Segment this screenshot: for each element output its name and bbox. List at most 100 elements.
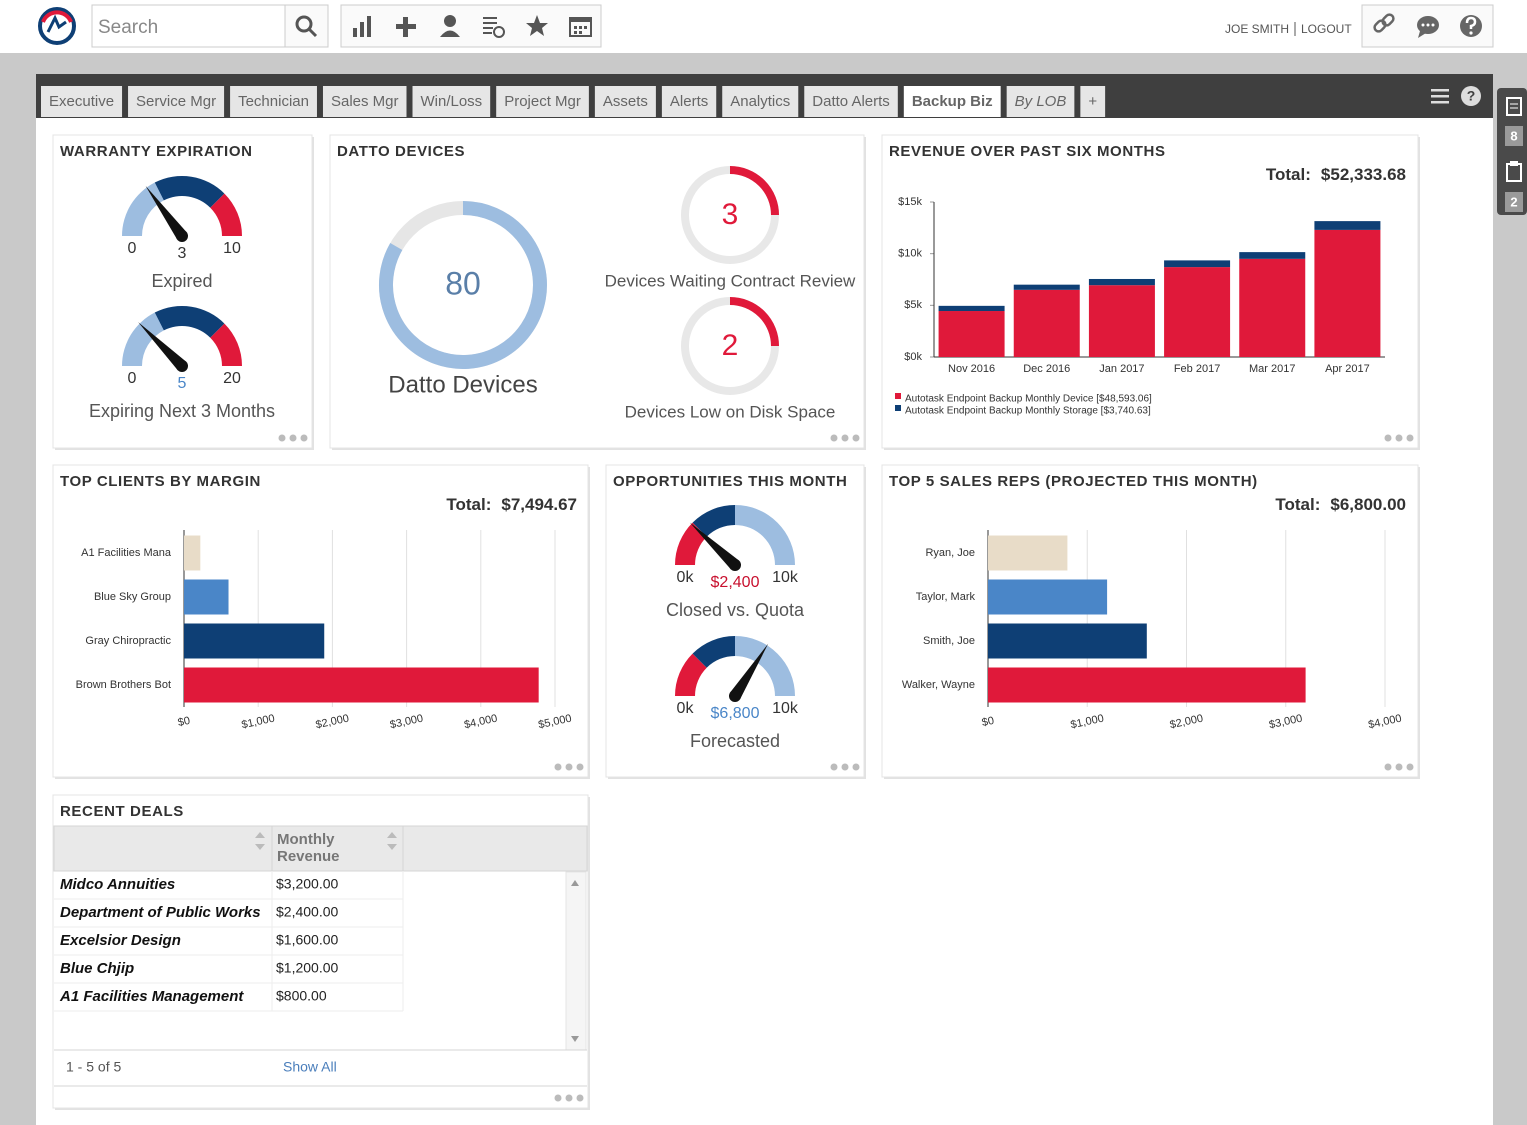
reports-icon[interactable]	[353, 16, 371, 37]
tab[interactable]	[230, 86, 317, 117]
bar-segment	[1314, 221, 1381, 230]
tab[interactable]	[128, 86, 225, 117]
bar-segment	[1239, 252, 1306, 259]
panel-menu-dot[interactable]	[1406, 434, 1414, 442]
show-all[interactable]: Show All	[283, 1059, 337, 1075]
help-icon[interactable]	[1460, 15, 1482, 37]
side-doc-icon[interactable]	[1506, 97, 1522, 116]
bar-segment	[938, 311, 1005, 357]
panel-menu-dot[interactable]	[1384, 434, 1392, 442]
tab-label[interactable]: Win/Loss	[421, 93, 483, 110]
tab[interactable]	[322, 86, 407, 117]
sort-arrow[interactable]	[387, 844, 397, 850]
side-clip-icon[interactable]	[1506, 161, 1522, 182]
tab[interactable]	[412, 86, 491, 117]
gauge-band	[154, 176, 225, 208]
panel-menu-dot[interactable]	[554, 763, 562, 771]
panel-menu-dot[interactable]	[278, 434, 286, 442]
client-name[interactable]: Midco Annuities	[60, 876, 175, 893]
gauge-max: 10	[223, 240, 241, 257]
panel-menu-dot[interactable]	[576, 763, 584, 771]
panel-menu-dot[interactable]	[554, 1094, 562, 1102]
contact-icon[interactable]	[440, 15, 460, 37]
panel-menu-dot[interactable]	[1384, 763, 1392, 771]
tab[interactable]	[903, 86, 1001, 117]
panel	[881, 464, 1419, 778]
table-header[interactable]	[53, 825, 588, 872]
bar	[988, 667, 1306, 703]
sort-arrow[interactable]	[255, 832, 265, 838]
panel-menu-dot[interactable]	[576, 1094, 584, 1102]
total: Total: $52,333.68	[1266, 165, 1406, 184]
y-tick-label: Blue Sky Group	[94, 591, 171, 603]
logout-link[interactable]: LOGOUT	[1301, 22, 1352, 36]
panel-menu-dot[interactable]	[565, 763, 573, 771]
link-icon[interactable]	[1373, 13, 1395, 33]
sort-arrow[interactable]	[387, 832, 397, 838]
panel-menu-dot[interactable]	[300, 434, 308, 442]
tab[interactable]	[41, 86, 123, 117]
panel-menu-dot[interactable]	[565, 1094, 573, 1102]
x-tick-label: $0	[177, 715, 191, 729]
panel-menu-dot[interactable]	[289, 434, 297, 442]
star-icon[interactable]	[526, 15, 548, 36]
tab-label[interactable]: Technician	[238, 93, 309, 110]
x-tick-label: Nov 2016	[948, 363, 995, 375]
search-box[interactable]	[91, 4, 286, 48]
client-name[interactable]: Excelsior Design	[60, 932, 181, 949]
panel-menu-dot[interactable]	[1395, 434, 1403, 442]
gauge-min: 0	[128, 370, 137, 387]
panel-menu-dot[interactable]	[1406, 763, 1414, 771]
toolbar-icons	[353, 15, 592, 38]
calendar-icon[interactable]	[569, 17, 592, 37]
client-name[interactable]: Blue Chjip	[60, 960, 134, 977]
tab-label[interactable]: Executive	[49, 93, 114, 110]
tab-help-icon[interactable]: ?	[1461, 86, 1481, 106]
bar-segment	[1314, 229, 1381, 357]
panel-title: DATTO DEVICES	[337, 143, 465, 160]
tab-label[interactable]: Assets	[603, 93, 648, 110]
table-column-header[interactable]: Monthly Revenue	[277, 831, 340, 865]
tab-label[interactable]: Project Mgr	[504, 93, 581, 110]
scroll-down[interactable]	[571, 1036, 579, 1042]
tab-label[interactable]: Sales Mgr	[331, 93, 399, 110]
search-placeholder[interactable]: Search	[98, 17, 158, 38]
client-name[interactable]: A1 Facilities Management	[59, 988, 244, 1005]
tab[interactable]	[1006, 86, 1075, 117]
tab-label[interactable]: Alerts	[670, 93, 708, 110]
tab[interactable]	[1080, 86, 1106, 117]
tab-label[interactable]: By LOB	[1015, 93, 1067, 110]
tab[interactable]	[594, 86, 656, 117]
tab-label[interactable]: +	[1088, 93, 1097, 110]
add-icon[interactable]	[396, 17, 416, 37]
panel-menu-dot[interactable]	[841, 434, 849, 442]
panel-menu-dot[interactable]	[852, 434, 860, 442]
tab[interactable]	[661, 86, 717, 117]
tab-menu-icon[interactable]	[1431, 89, 1449, 104]
list-icon[interactable]	[483, 17, 505, 38]
search-button[interactable]	[284, 4, 329, 48]
panel-menu-dot[interactable]	[830, 763, 838, 771]
scroll-up[interactable]	[571, 880, 579, 886]
revenue-cell: $1,200.00	[276, 960, 338, 976]
y-tick-label: Ryan, Joe	[925, 547, 975, 559]
tab-label[interactable]: Service Mgr	[136, 93, 216, 110]
tab-label[interactable]: Datto Alerts	[812, 93, 890, 110]
tab-label[interactable]: Backup Biz	[912, 93, 993, 110]
logo[interactable]	[38, 7, 76, 45]
panel-menu-dot[interactable]	[841, 763, 849, 771]
scrollbar[interactable]	[565, 871, 587, 1051]
tab[interactable]	[804, 86, 898, 117]
panel-menu-dot[interactable]	[1395, 763, 1403, 771]
panel-menu-dot[interactable]	[830, 434, 838, 442]
sort-arrow[interactable]	[255, 844, 265, 850]
revenue-cell: $2,400.00	[276, 904, 338, 920]
chat-icon[interactable]	[1417, 16, 1439, 38]
tab[interactable]	[496, 86, 589, 117]
client-name[interactable]: Department of Public Works	[60, 904, 261, 921]
tab[interactable]	[722, 86, 799, 117]
gauge-max: 10k	[772, 569, 799, 586]
gauge-needle	[689, 522, 740, 570]
tab-label[interactable]: Analytics	[730, 93, 790, 110]
panel-menu-dot[interactable]	[852, 763, 860, 771]
